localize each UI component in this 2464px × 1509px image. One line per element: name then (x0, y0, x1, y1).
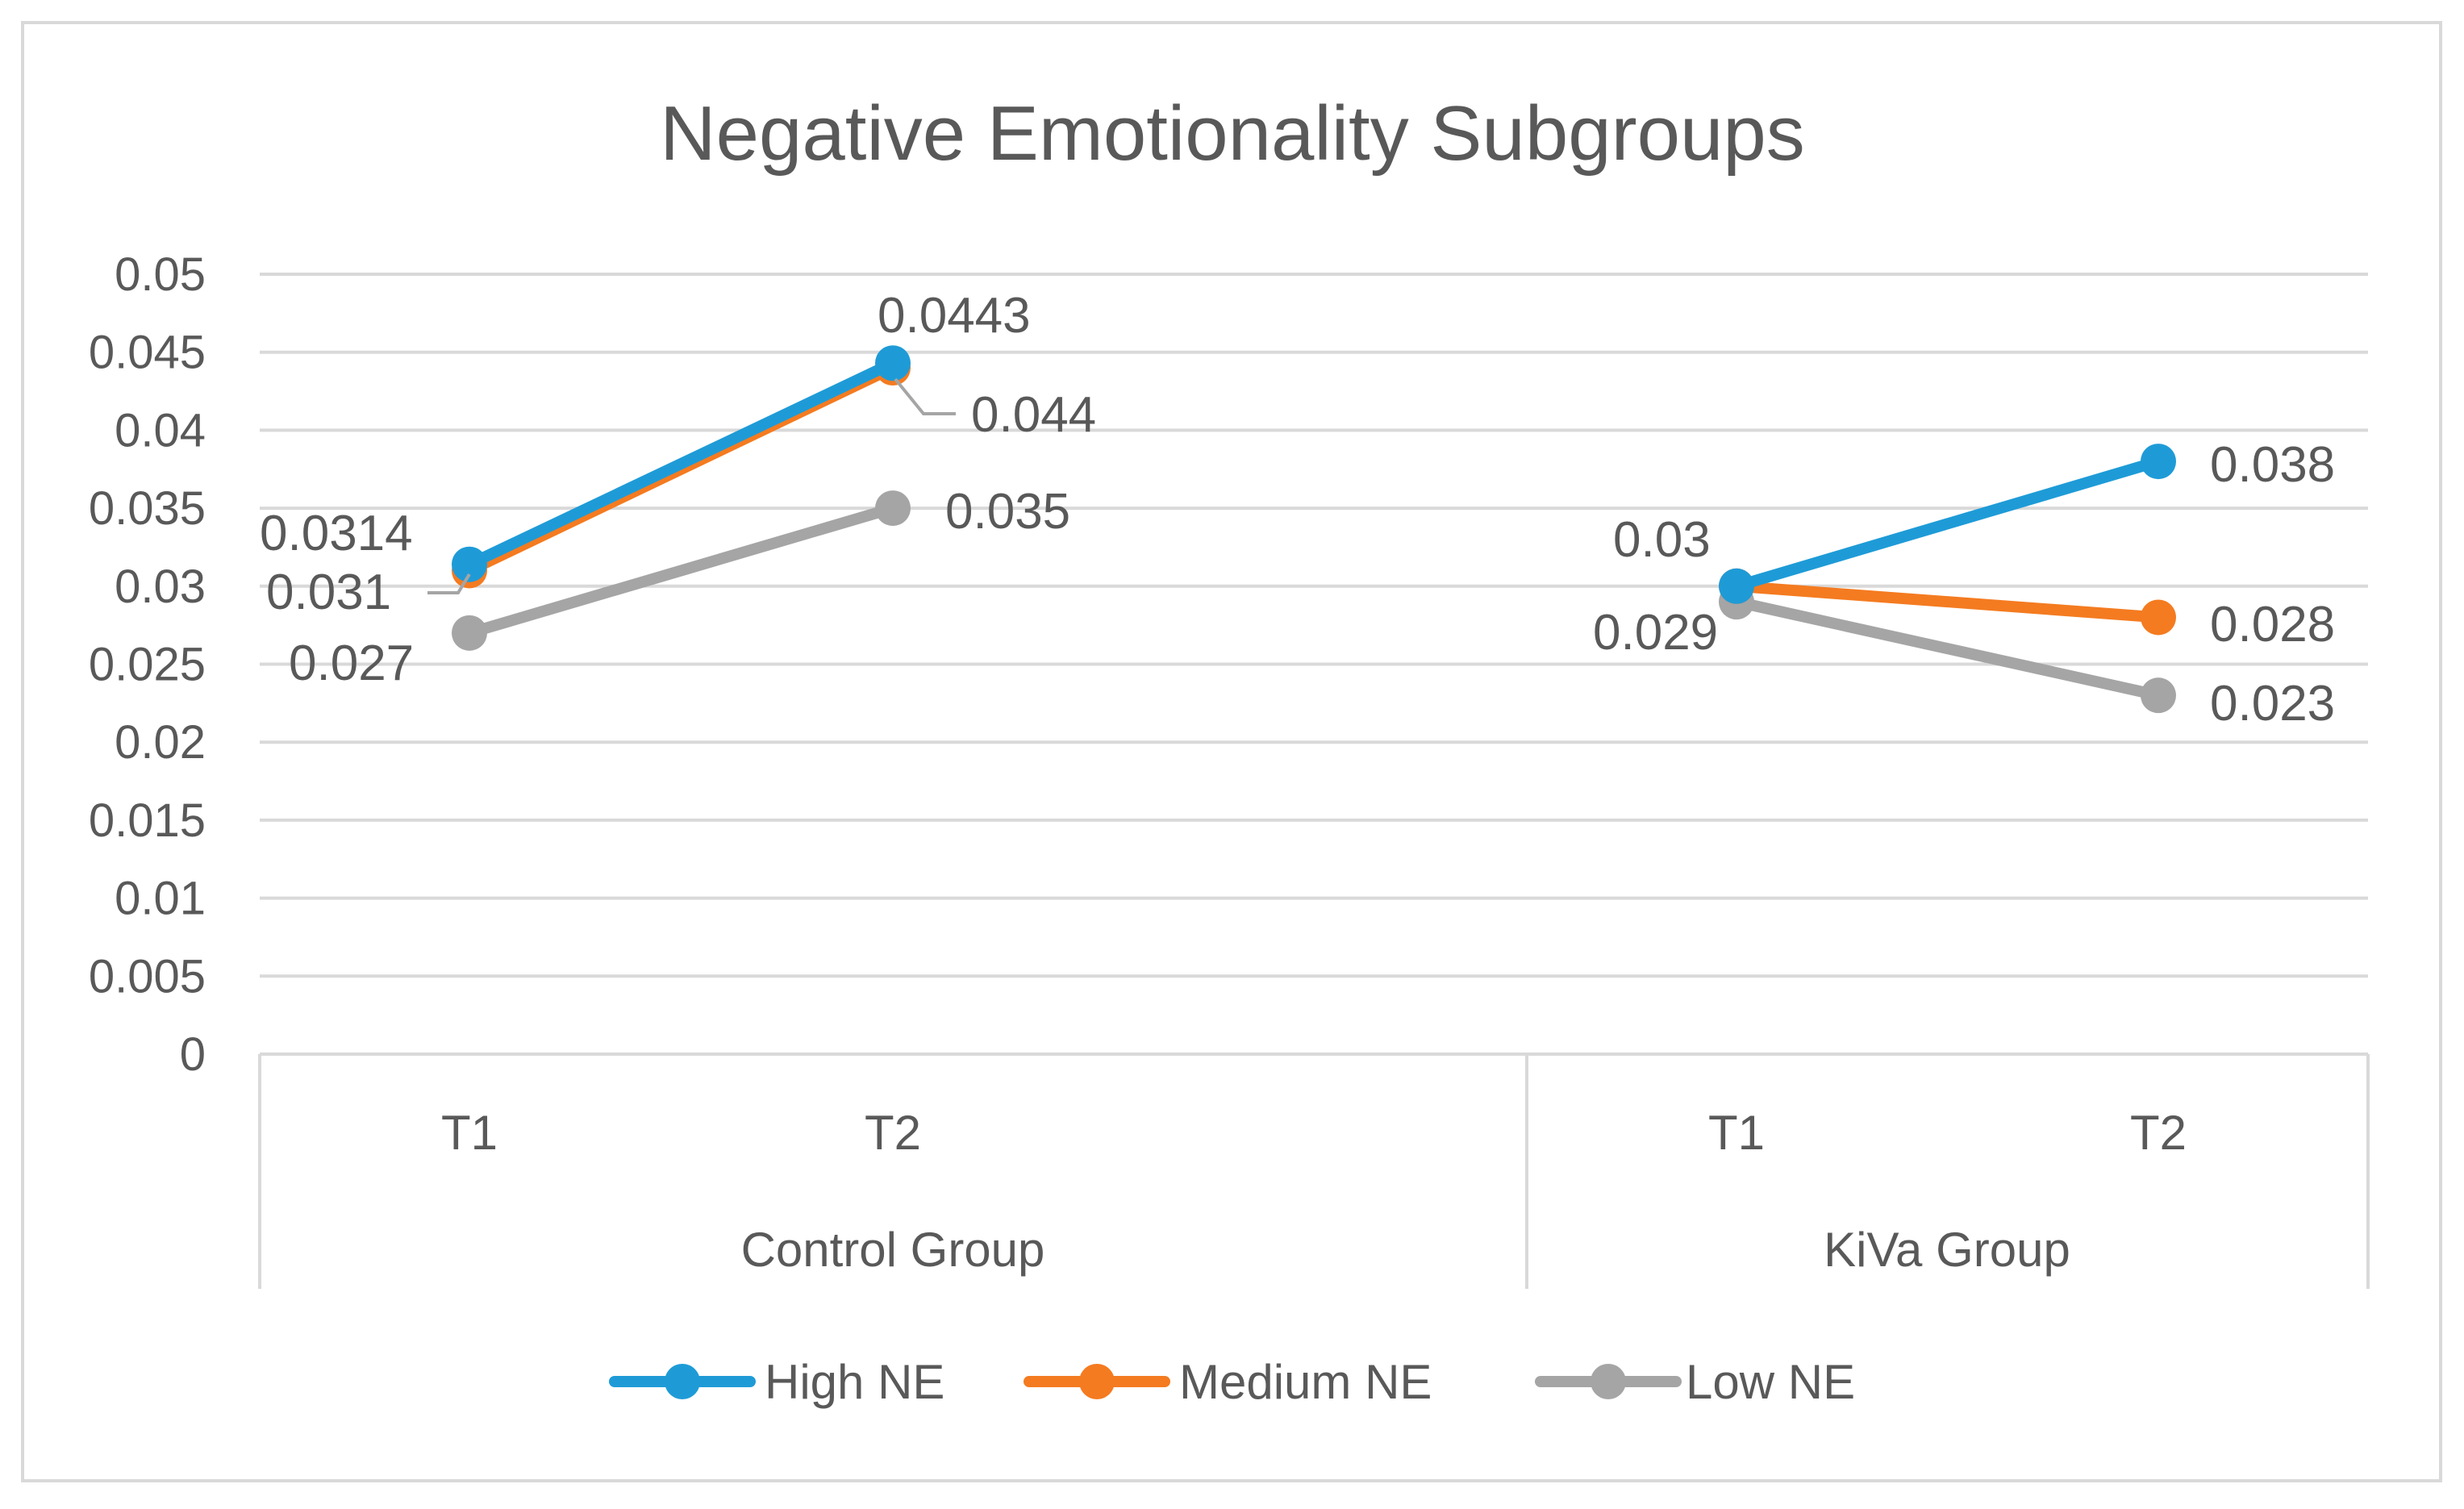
data-point (1719, 568, 1754, 604)
data-label: 0.028 (2210, 597, 2335, 652)
legend-item-low-ne: Low NE (1535, 1355, 1855, 1409)
data-point (875, 490, 911, 527)
series-high-ne (452, 345, 2176, 604)
legend: High NE Medium NE Low NE (609, 1355, 1855, 1409)
x-group-label: KiVa Group (1824, 1223, 2070, 1277)
series-line-segment (464, 502, 898, 639)
legend-marker (1591, 1364, 1626, 1399)
data-label: 0.03 (1613, 512, 1711, 568)
y-tick-label: 0.03 (115, 561, 206, 613)
x-group-label: Control Group (741, 1223, 1045, 1277)
leader-line (427, 573, 471, 594)
data-point (452, 546, 487, 582)
data-point (2141, 677, 2176, 714)
series-line-segment (1731, 456, 2164, 592)
data-point (2141, 599, 2176, 636)
data-label: 0.029 (1593, 605, 1718, 661)
legend-label: Low NE (1686, 1355, 1855, 1409)
legend-item-medium-ne: Medium NE (1024, 1355, 1432, 1409)
data-point (452, 615, 487, 651)
series-line-segment (1731, 596, 2164, 702)
y-tick-label: 0.04 (115, 404, 206, 456)
y-tick-label: 0.02 (115, 716, 206, 769)
series-lines (452, 345, 2176, 714)
leader-line (894, 377, 956, 415)
y-tick-label: 0.05 (115, 248, 206, 301)
data-label: 0.023 (2210, 676, 2335, 732)
x-axis: T1 T2 T1 T2 Control Group KiVa Group (258, 1053, 2370, 1289)
data-label: 0.038 (2210, 437, 2335, 493)
y-tick-label: 0.015 (89, 794, 206, 847)
chart-border (21, 21, 2442, 1482)
x-tick-label: T1 (441, 1106, 498, 1160)
series-line-segment (1731, 580, 2164, 623)
legend-marker (665, 1364, 700, 1399)
data-point (875, 345, 911, 381)
y-tick-label: 0.01 (115, 873, 206, 925)
data-label: 0.031 (266, 565, 391, 620)
y-tick-label: 0.005 (89, 950, 206, 1003)
y-tick-label: 0.045 (89, 327, 206, 379)
y-tick-label: 0 (180, 1028, 206, 1081)
data-label: 0.0443 (878, 288, 1031, 344)
y-tick-label: 0.025 (89, 639, 206, 691)
legend-label: High NE (765, 1355, 944, 1409)
data-label: 0.027 (289, 636, 414, 691)
x-tick-label: T2 (865, 1106, 921, 1160)
data-labels: 0.0314 0.0443 0.038 0.031 0.044 0.03 0.028 0.02… (260, 288, 2335, 732)
legend-item-high-ne: High NE (609, 1355, 944, 1409)
legend-marker (1079, 1364, 1115, 1399)
y-tick-label: 0.035 (89, 482, 206, 535)
series-line-segment (464, 357, 898, 570)
legend-label: Medium NE (1179, 1355, 1432, 1409)
x-tick-label: T2 (2130, 1106, 2187, 1160)
data-label: 0.044 (971, 387, 1096, 443)
data-label: 0.0314 (260, 506, 413, 561)
x-tick-label: T1 (1708, 1106, 1765, 1160)
y-axis-ticks: 0 0.005 0.01 0.015 0.02 0.025 0.03 0.035 0.04 0.0… (89, 248, 206, 1081)
chart-title: Negative Emotionality Subgroups (660, 90, 1804, 177)
data-label: 0.035 (945, 484, 1070, 540)
data-point (2141, 444, 2176, 480)
